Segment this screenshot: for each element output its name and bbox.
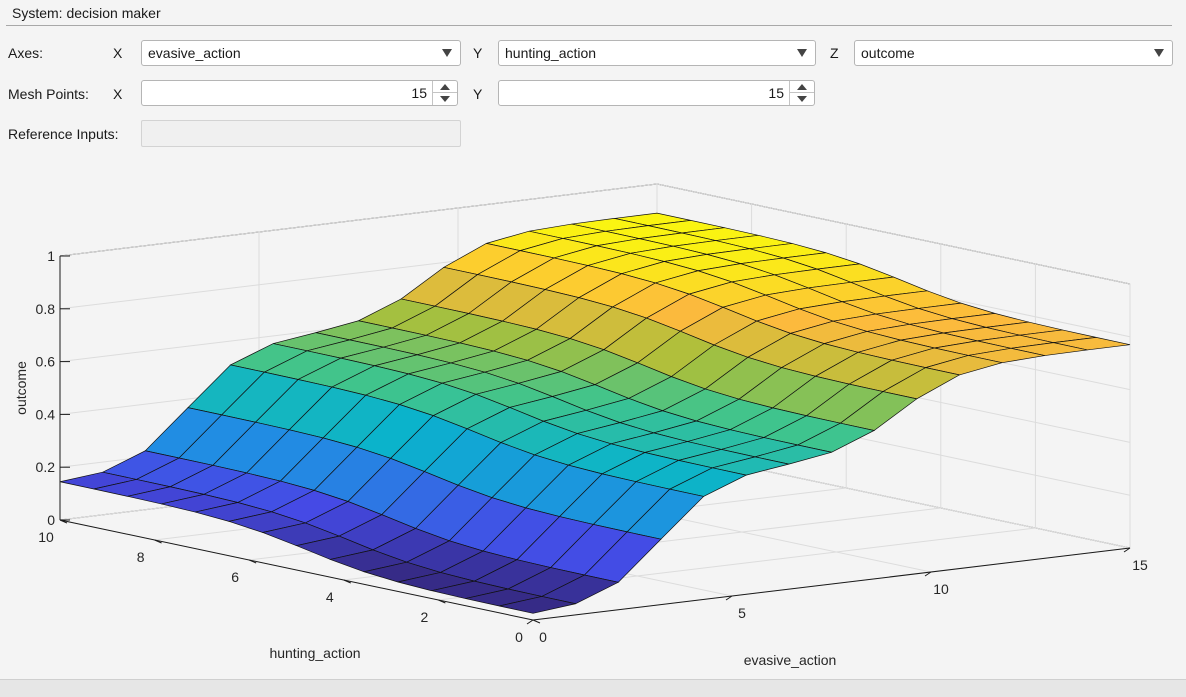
- y-tick-label: 0: [515, 629, 523, 645]
- title-divider: [6, 25, 1172, 26]
- x-tick-label: 15: [1132, 557, 1148, 573]
- chevron-down-icon: [797, 49, 807, 57]
- y-tick-label: 2: [421, 609, 429, 625]
- axes-y-label: Y: [473, 45, 483, 61]
- x-tick-label: 10: [933, 581, 949, 597]
- y-tick: [343, 579, 351, 584]
- mesh-y-stepper: [789, 81, 814, 105]
- y-tick: [154, 539, 162, 544]
- y-tick-label: 6: [231, 569, 239, 585]
- mesh-x-spinner[interactable]: 15: [141, 80, 458, 106]
- z-tick-label: 0.4: [36, 406, 56, 422]
- z-axis-dropdown-value: outcome: [861, 45, 915, 61]
- chevron-down-icon: [1154, 49, 1164, 57]
- status-bar: [0, 679, 1186, 697]
- chevron-down-icon: [442, 49, 452, 57]
- y-tick-label: 4: [326, 589, 334, 605]
- x-tick-label: 5: [738, 605, 746, 621]
- mesh-x-stepper: [432, 81, 457, 105]
- x-tick: [924, 571, 932, 577]
- mesh-y-value: 15: [768, 85, 784, 101]
- y-axis-line: [59, 519, 534, 621]
- axes-x-label: X: [113, 45, 123, 61]
- z-tick-label: 1: [47, 248, 55, 264]
- y-tick-label: 8: [137, 549, 145, 565]
- axes-z-label: Z: [830, 45, 839, 61]
- z-axis-label: outcome: [13, 361, 29, 415]
- z-tick-label: 0.2: [36, 459, 56, 475]
- mesh-y-label: Y: [473, 86, 483, 102]
- decrement-button[interactable]: [433, 93, 457, 105]
- system-title: System: decision maker: [12, 5, 161, 21]
- mesh-y-spinner[interactable]: 15: [498, 80, 815, 106]
- gridline: [656, 183, 1131, 285]
- mesh-points-label: Mesh Points:: [8, 86, 89, 102]
- surface-patch: [499, 596, 576, 614]
- surface-plot[interactable]: 051015024681000.20.40.60.81evasive_actio…: [0, 150, 1186, 678]
- x-axis-dropdown-value: evasive_action: [148, 45, 241, 61]
- y-axis-dropdown-value: hunting_action: [505, 45, 597, 61]
- reference-inputs-label: Reference Inputs:: [8, 126, 119, 142]
- gridline: [59, 183, 658, 257]
- z-tick-label: 0: [47, 512, 55, 528]
- y-tick: [438, 599, 446, 604]
- y-tick: [532, 619, 541, 624]
- y-tick: [249, 559, 257, 564]
- z-tick-label: 0.8: [36, 301, 56, 317]
- z-tick-label: 0.6: [36, 354, 56, 370]
- increment-button[interactable]: [790, 81, 814, 93]
- y-axis-dropdown[interactable]: hunting_action: [498, 40, 816, 66]
- reference-inputs-field: [141, 120, 461, 147]
- z-axis-dropdown[interactable]: outcome: [854, 40, 1173, 66]
- surface-mesh: [59, 212, 1131, 614]
- x-tick: [526, 619, 534, 625]
- increment-button[interactable]: [433, 81, 457, 93]
- decrement-button[interactable]: [790, 93, 814, 105]
- axes-label: Axes:: [8, 45, 44, 61]
- y-axis-label: hunting_action: [269, 645, 360, 661]
- mesh-x-label: X: [113, 86, 123, 102]
- x-axis-label: evasive_action: [744, 652, 837, 668]
- mesh-x-value: 15: [411, 85, 427, 101]
- plot-axes: 051015024681000.20.40.60.81evasive_actio…: [13, 248, 1148, 668]
- x-axis-dropdown[interactable]: evasive_action: [141, 40, 461, 66]
- x-axis-line: [532, 547, 1131, 621]
- y-tick-label: 10: [38, 529, 54, 545]
- x-tick-label: 0: [539, 629, 547, 645]
- x-tick: [1123, 547, 1131, 553]
- x-tick: [725, 595, 733, 601]
